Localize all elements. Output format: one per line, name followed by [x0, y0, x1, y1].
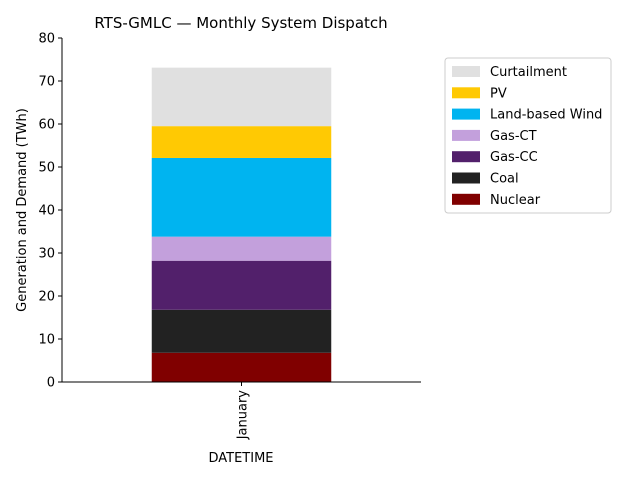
legend-label: Gas-CC	[490, 150, 538, 165]
y-tick-label: 30	[38, 247, 55, 262]
legend-label: Gas-CT	[490, 129, 537, 144]
bar-gas-cc	[151, 260, 332, 310]
legend-swatch	[452, 108, 480, 120]
y-tick-label: 60	[38, 118, 55, 133]
y-axis-label: Generation and Demand (TWh)	[15, 108, 30, 312]
bar-gas-ct	[151, 236, 332, 261]
legend-swatch	[452, 66, 480, 77]
y-tick-label: 40	[38, 204, 55, 219]
y-tick-label: 10	[38, 333, 55, 348]
x-tick-label: January	[236, 390, 251, 441]
legend-frame	[444, 57, 612, 214]
legend: Curtailment PV Land-based Wind Gas-CT Gas-CC…	[444, 57, 612, 214]
y-ticks: 0 10 20 30 40 50 60 70 80	[38, 32, 62, 391]
legend-swatch	[452, 151, 480, 163]
bar-nuclear	[151, 352, 332, 382]
legend-label: Land-based Wind	[490, 108, 602, 123]
legend-items: Curtailment PV Land-based Wind Gas-CT Gas-CC…	[452, 65, 602, 208]
legend-swatch	[452, 129, 480, 141]
bar-curtailment	[151, 67, 332, 127]
chart-title: RTS-GMLC — Monthly System Dispatch	[94, 14, 387, 32]
y-tick-label: 20	[38, 290, 55, 305]
legend-label: Curtailment	[490, 65, 567, 80]
legend-label: PV	[490, 86, 507, 101]
legend-label: Coal	[490, 172, 519, 187]
legend-label: Nuclear	[490, 193, 541, 208]
legend-swatch	[452, 87, 480, 99]
bar-pv	[151, 126, 332, 158]
bar-land-based-wind	[151, 157, 332, 237]
bars	[151, 67, 332, 382]
y-tick-label: 80	[38, 32, 55, 47]
x-axis-label: DATETIME	[208, 451, 273, 466]
y-tick-label: 0	[47, 376, 55, 391]
y-tick-label: 50	[38, 161, 55, 176]
legend-swatch	[452, 193, 480, 205]
y-tick-label: 70	[38, 75, 55, 90]
x-ticks: January	[236, 382, 251, 440]
bar-coal	[151, 309, 332, 353]
legend-swatch	[452, 172, 480, 184]
